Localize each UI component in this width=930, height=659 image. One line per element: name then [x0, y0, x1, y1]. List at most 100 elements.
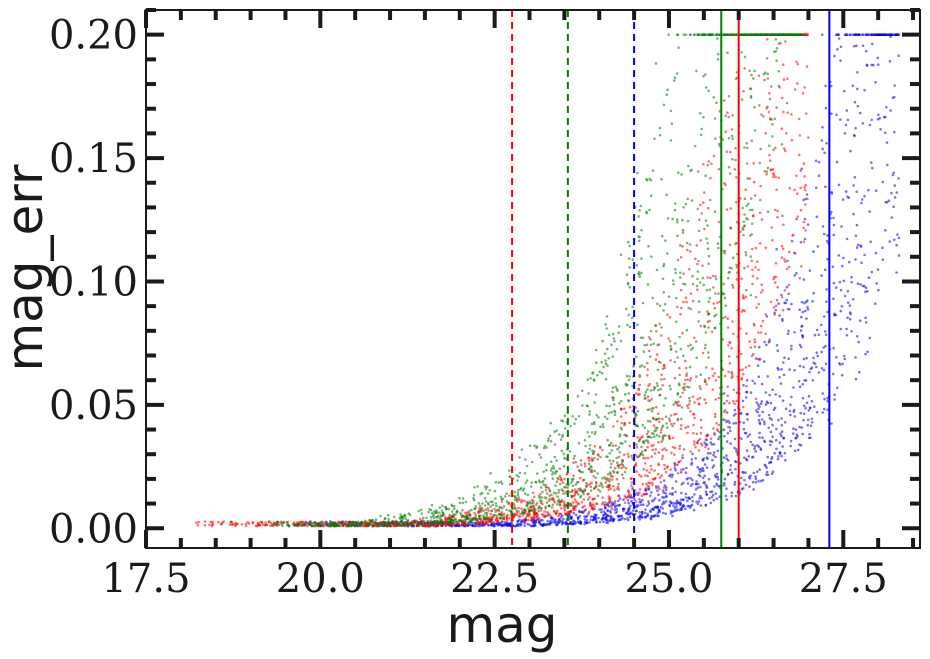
data-point	[545, 446, 548, 449]
data-point	[730, 128, 734, 131]
data-point	[652, 424, 656, 427]
data-point	[740, 487, 744, 491]
data-point	[444, 515, 447, 519]
data-point	[691, 299, 695, 303]
data-point	[684, 471, 688, 475]
data-point	[775, 344, 779, 347]
data-point	[693, 443, 696, 446]
data-point	[825, 300, 828, 304]
data-point	[704, 86, 708, 89]
data-point	[768, 159, 772, 162]
data-point	[777, 33, 781, 36]
data-point	[846, 195, 849, 199]
data-point	[727, 271, 731, 274]
data-point	[763, 420, 766, 424]
data-point	[743, 456, 746, 460]
data-point	[726, 432, 730, 435]
data-point	[583, 465, 587, 468]
data-point	[855, 223, 859, 227]
data-point	[692, 508, 696, 512]
data-point	[852, 212, 855, 216]
data-point	[699, 133, 703, 136]
data-point	[682, 504, 686, 508]
data-point	[330, 524, 334, 527]
data-point	[739, 230, 742, 234]
data-point	[236, 522, 239, 525]
data-point	[623, 470, 627, 474]
data-point	[615, 348, 619, 351]
data-point	[832, 233, 836, 237]
data-point	[864, 316, 867, 320]
data-point	[776, 209, 779, 213]
data-point	[422, 519, 426, 523]
data-point	[663, 484, 667, 487]
data-point	[538, 499, 542, 502]
data-point	[638, 488, 642, 491]
data-point	[741, 206, 744, 210]
data-point	[758, 357, 762, 361]
data-point	[676, 417, 680, 421]
data-point	[371, 524, 374, 528]
data-point	[657, 462, 660, 466]
data-point	[824, 362, 828, 366]
data-point	[603, 352, 607, 356]
data-point	[751, 443, 754, 447]
data-point	[638, 365, 642, 368]
data-point	[611, 390, 614, 394]
data-point	[653, 387, 657, 390]
data-point	[647, 481, 650, 485]
data-point	[758, 431, 761, 435]
data-point	[529, 485, 533, 488]
data-point	[824, 84, 827, 88]
data-point	[451, 510, 454, 513]
data-point	[860, 201, 863, 205]
data-point	[806, 308, 810, 311]
data-point	[728, 172, 732, 175]
data-point	[734, 147, 737, 150]
data-point	[555, 429, 558, 432]
data-point	[748, 177, 752, 180]
data-point	[778, 376, 781, 379]
data-point	[518, 524, 521, 527]
data-point	[461, 514, 464, 518]
data-point	[780, 430, 784, 433]
data-point	[578, 469, 581, 473]
data-point	[706, 206, 710, 210]
data-point	[505, 508, 508, 512]
data-point	[572, 508, 575, 512]
data-point	[733, 437, 737, 441]
data-point	[701, 264, 704, 268]
data-point	[523, 472, 527, 475]
data-point	[823, 397, 826, 401]
data-point	[527, 507, 530, 510]
data-point	[354, 524, 357, 528]
data-point	[741, 228, 745, 231]
data-point	[739, 352, 743, 356]
data-point	[699, 239, 702, 242]
data-point	[426, 524, 430, 527]
data-point	[714, 275, 717, 278]
data-point	[570, 495, 574, 498]
data-point	[741, 294, 745, 297]
data-point	[664, 512, 667, 515]
data-point	[653, 469, 656, 472]
data-point	[771, 135, 774, 138]
data-point	[387, 513, 390, 517]
data-point	[835, 160, 839, 164]
data-point	[549, 469, 553, 472]
data-point	[402, 522, 406, 526]
data-point	[604, 362, 608, 365]
data-point	[788, 186, 792, 190]
data-point	[793, 415, 797, 418]
data-point	[596, 494, 600, 498]
data-point	[244, 522, 248, 526]
data-point	[740, 277, 743, 281]
data-point	[264, 521, 267, 524]
data-point	[790, 395, 793, 399]
data-point	[704, 483, 708, 487]
data-point	[617, 325, 621, 328]
data-point	[531, 504, 535, 508]
data-point	[604, 323, 607, 326]
data-point	[538, 496, 541, 500]
data-point	[557, 514, 560, 518]
